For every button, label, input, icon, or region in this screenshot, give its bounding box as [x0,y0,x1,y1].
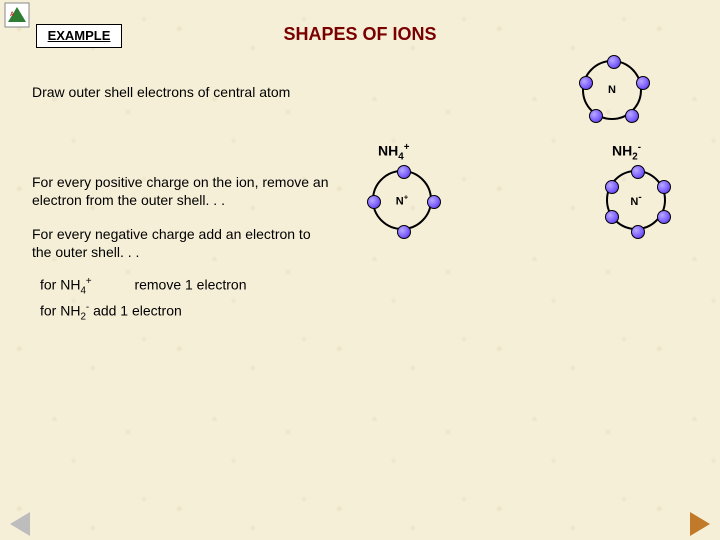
nh2-label-sup: - [638,142,641,153]
rule-nh2-sub: 2 [80,311,85,322]
rule-nh4-line: for NH4+ remove 1 electron [40,276,247,296]
electron-icon [631,225,645,239]
rule-nh4-action: remove 1 electron [134,277,246,293]
ring-n-diagram: N [582,60,642,120]
nh4-label-base: NH [378,143,398,159]
nh2-label: NH2- [612,142,641,162]
ring-n-minus-sup: - [638,192,641,203]
next-slide-arrow-icon[interactable] [690,512,710,536]
electron-icon [625,109,639,123]
rule-nh2-prefix: for NH [40,303,80,319]
ring-n-plus-sup: + [404,193,409,202]
page-title: SHAPES OF IONS [0,24,720,45]
electron-icon [579,76,593,90]
electron-icon [631,165,645,179]
electron-icon [605,210,619,224]
ring-n-center: N [608,84,616,96]
electron-icon [367,195,381,209]
ring-n-minus-diagram: N- [606,170,666,230]
rule-nh4-prefix: for NH [40,277,80,293]
rule-nh2-sup: - [86,302,89,313]
instruction-text: Draw outer shell electrons of central at… [32,84,290,100]
electron-icon [397,225,411,239]
rule-nh2-line: for NH2- add 1 electron [40,302,182,322]
electron-icon [657,210,671,224]
electron-icon [397,165,411,179]
electron-icon [607,55,621,69]
rule-nh4-sup: + [86,276,92,287]
rule-negative-text: For every negative charge add an electro… [32,226,332,262]
ring-n-minus-center: N- [630,192,641,208]
prev-slide-arrow-icon[interactable] [10,512,30,536]
ring-n-minus-base: N [630,196,638,208]
ring-n-plus-base: N [396,195,404,207]
svg-text:A: A [10,12,15,18]
electron-icon [657,180,671,194]
nh2-label-base: NH [612,143,632,159]
electron-icon [636,76,650,90]
nh4-label: NH4+ [378,142,409,162]
electron-icon [589,109,603,123]
rule-nh4-sub: 4 [80,285,85,296]
ring-n-plus-center: N+ [396,193,408,208]
rule-nh2-action: add 1 electron [93,303,182,319]
rule-positive-text: For every positive charge on the ion, re… [32,174,332,210]
ring-n-plus-diagram: N+ [372,170,432,230]
nh4-label-sub: 4 [398,151,403,162]
nh4-label-sup: + [404,142,410,153]
electron-icon [605,180,619,194]
electron-icon [427,195,441,209]
nh2-label-sub: 2 [632,151,637,162]
